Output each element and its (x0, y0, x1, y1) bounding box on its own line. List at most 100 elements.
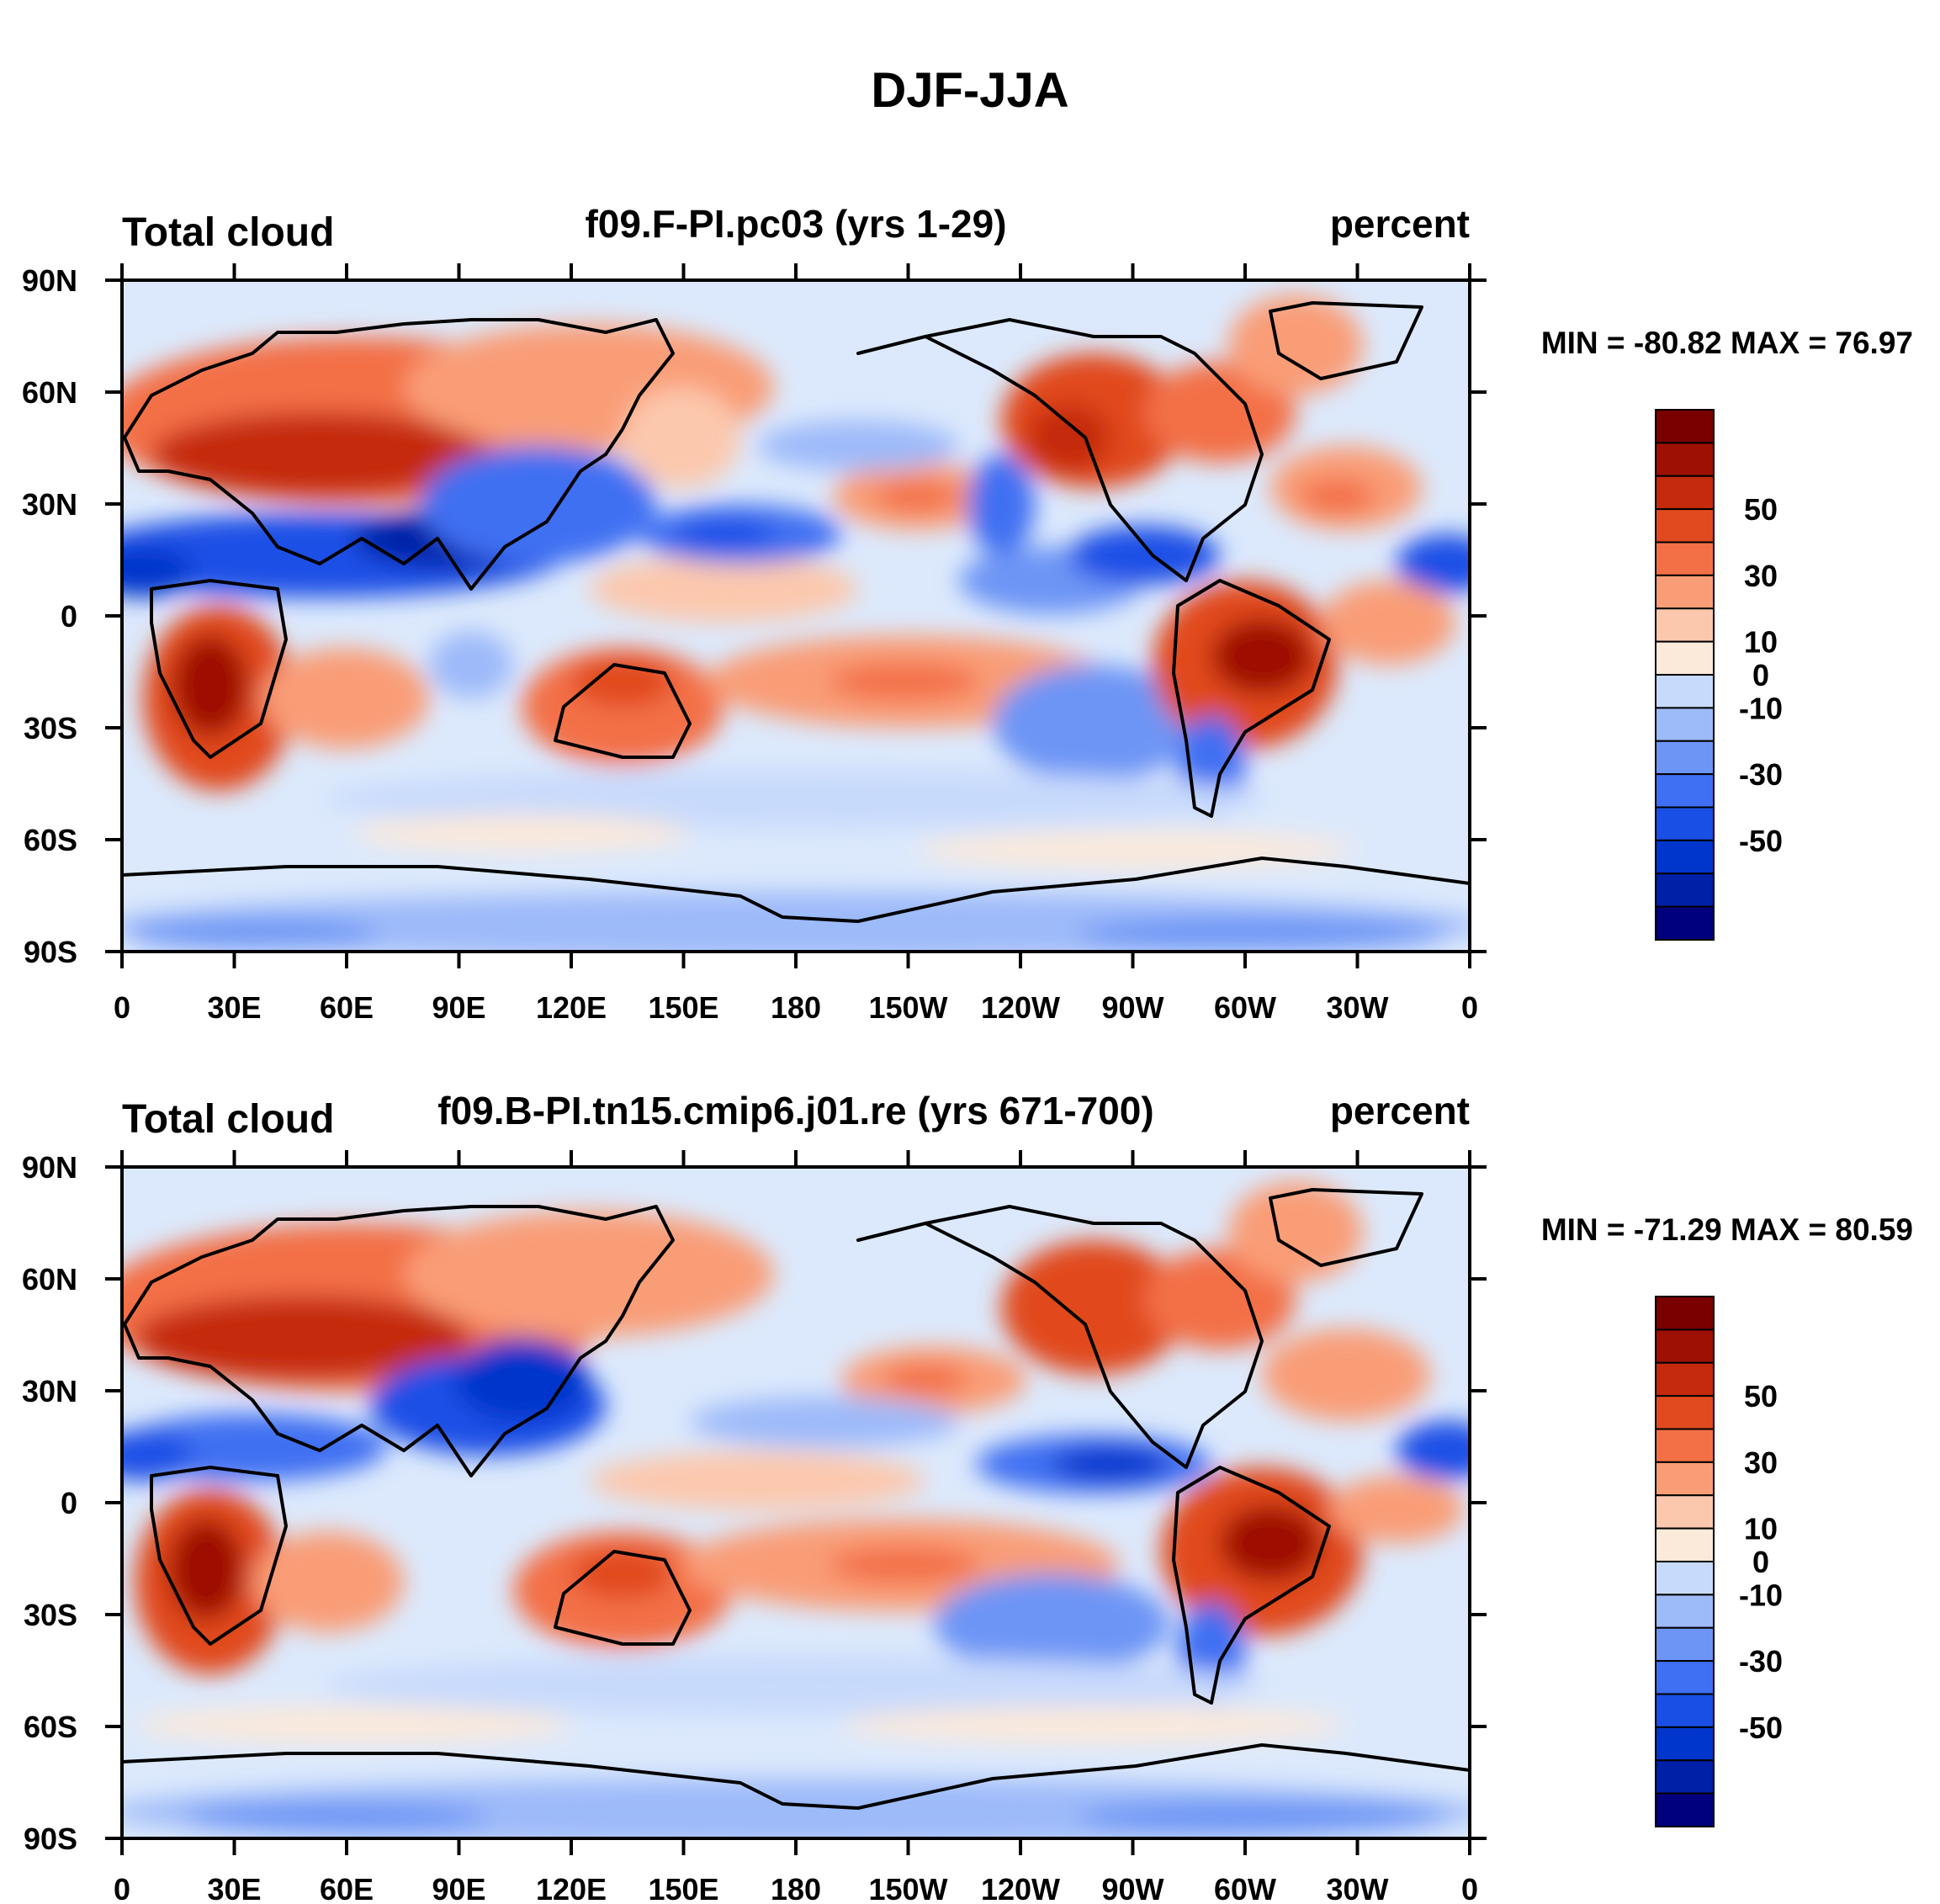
colorbar-label: 50 (1744, 1379, 1778, 1413)
colorbar-label: -10 (1739, 691, 1783, 725)
colorbar-swatch (1655, 1428, 1715, 1463)
lon-tick-label: 30E (207, 990, 261, 1025)
lon-tick-label: 180 (771, 1872, 821, 1904)
colorbar-label: -10 (1739, 1578, 1783, 1612)
lon-tick-label: 120W (981, 990, 1060, 1025)
colorbar-swatch (1655, 806, 1715, 841)
colorbar-swatch (1655, 773, 1715, 809)
lon-tick-label: 0 (1461, 1872, 1478, 1904)
colorbar-swatch (1655, 1527, 1715, 1562)
colorbar-swatch (1655, 872, 1715, 908)
colorbar-label: -50 (1739, 824, 1783, 858)
lon-tick-label: 120E (536, 990, 607, 1025)
panel-1-axis-ticks (105, 263, 1487, 968)
lon-tick-label: 30W (1326, 990, 1388, 1025)
colorbar-label: 10 (1744, 625, 1778, 660)
colorbar-swatch (1655, 1693, 1715, 1728)
lat-tick-label: 60S (24, 1710, 77, 1744)
lon-tick-label: 150W (868, 1872, 947, 1904)
panel-2-axis-ticks (105, 1150, 1487, 1855)
map-panel-2: Total cloud f09.B-PI.tn15.cmip6.j01.re (… (22, 1089, 1913, 1904)
colorbar-swatch (1655, 1461, 1715, 1497)
colorbar-swatch (1655, 1329, 1715, 1364)
colorbar-label: 50 (1744, 492, 1778, 527)
lat-tick-label: 60S (24, 823, 77, 857)
panel-2-center-label: f09.B-PI.tn15.cmip6.j01.re (yrs 671-700) (437, 1089, 1153, 1132)
lon-tick-label: 150W (868, 990, 947, 1025)
colorbar-swatch (1655, 1296, 1715, 1331)
lon-tick-label: 150E (648, 990, 718, 1025)
colorbar-swatch (1655, 905, 1715, 941)
colorbar-swatch (1655, 1361, 1715, 1398)
panel-2-min-max: MIN = -71.29 MAX = 80.59 (1541, 1212, 1913, 1247)
lon-tick-label: 0 (114, 990, 130, 1025)
lat-tick-label: 30N (22, 1374, 77, 1408)
colorbar-swatch (1655, 1726, 1715, 1762)
lat-tick-label: 0 (61, 599, 77, 634)
colorbar-swatch (1655, 707, 1715, 742)
colorbar-label: 0 (1752, 658, 1769, 692)
colorbar-swatch (1655, 1626, 1715, 1663)
lon-tick-label: 150E (648, 1872, 718, 1904)
lon-tick-label: 180 (771, 990, 821, 1025)
lat-tick-label: 30N (22, 487, 77, 522)
lon-tick-label: 60W (1214, 1872, 1276, 1904)
panel-2-units-label: percent (1330, 1089, 1470, 1132)
lat-tick-label: 0 (61, 1486, 77, 1520)
colorbar-swatch (1655, 839, 1715, 875)
figure-title: DJF-JJA (871, 63, 1068, 118)
lon-tick-label: 90W (1101, 990, 1163, 1025)
lon-tick-label: 90W (1101, 1872, 1163, 1904)
lon-tick-label: 120W (981, 1872, 1060, 1904)
lat-tick-label: 60N (22, 1262, 77, 1297)
panel-2-left-label: Total cloud (122, 1097, 334, 1142)
colorbar-swatch (1655, 1759, 1715, 1795)
panel-2-field (122, 1167, 1470, 1838)
lat-tick-label: 90N (22, 1150, 77, 1185)
panel-1-min-max: MIN = -80.82 MAX = 76.97 (1541, 326, 1913, 360)
lon-tick-label: 60W (1214, 990, 1276, 1025)
map-panel-1: Total cloud f09.F-PI.pc03 (yrs 1-29) per… (22, 202, 1913, 1025)
colorbar-label: 30 (1744, 559, 1778, 593)
colorbar-swatch (1655, 640, 1715, 676)
lat-tick-label: 90S (24, 935, 77, 969)
colorbar-swatch (1655, 508, 1715, 544)
lat-tick-label: 30S (24, 711, 77, 745)
lon-tick-label: 30E (207, 1872, 261, 1904)
colorbar-swatch (1655, 574, 1715, 610)
panel-1-field (122, 280, 1470, 952)
colorbar-swatch (1655, 1561, 1715, 1596)
colorbar-swatch (1655, 1792, 1715, 1827)
colorbar-swatch (1655, 607, 1715, 643)
colorbar-swatch (1655, 541, 1715, 576)
colorbar-swatch (1655, 409, 1715, 444)
lon-tick-label: 0 (1461, 990, 1478, 1025)
panel-1-left-label: Total cloud (122, 210, 334, 255)
panel-1-center-label: f09.F-PI.pc03 (yrs 1-29) (585, 202, 1006, 246)
colorbar-label: 0 (1752, 1545, 1769, 1579)
lat-tick-label: 90N (22, 263, 77, 298)
colorbar-label: 30 (1744, 1445, 1778, 1480)
panel-1-units-label: percent (1330, 202, 1470, 246)
colorbar-swatch (1655, 1395, 1715, 1430)
lon-tick-label: 30W (1326, 1872, 1388, 1904)
colorbar-label: 10 (1744, 1512, 1778, 1546)
colorbar-label: -50 (1739, 1710, 1783, 1745)
colorbar-label: -30 (1739, 757, 1783, 792)
lat-tick-label: 90S (24, 1822, 77, 1856)
lon-tick-label: 60E (320, 1872, 374, 1904)
colorbar-swatch (1655, 1594, 1715, 1629)
lon-tick-label: 60E (320, 990, 374, 1025)
colorbar-swatch (1655, 740, 1715, 776)
colorbar-label: -30 (1739, 1644, 1783, 1679)
colorbar-swatch (1655, 442, 1715, 477)
colorbar-swatch (1655, 1660, 1715, 1695)
lon-tick-label: 90E (432, 990, 485, 1025)
lat-tick-label: 30S (24, 1598, 77, 1632)
lat-tick-label: 60N (22, 375, 77, 410)
lon-tick-label: 90E (432, 1872, 485, 1904)
lon-tick-label: 0 (114, 1872, 130, 1904)
